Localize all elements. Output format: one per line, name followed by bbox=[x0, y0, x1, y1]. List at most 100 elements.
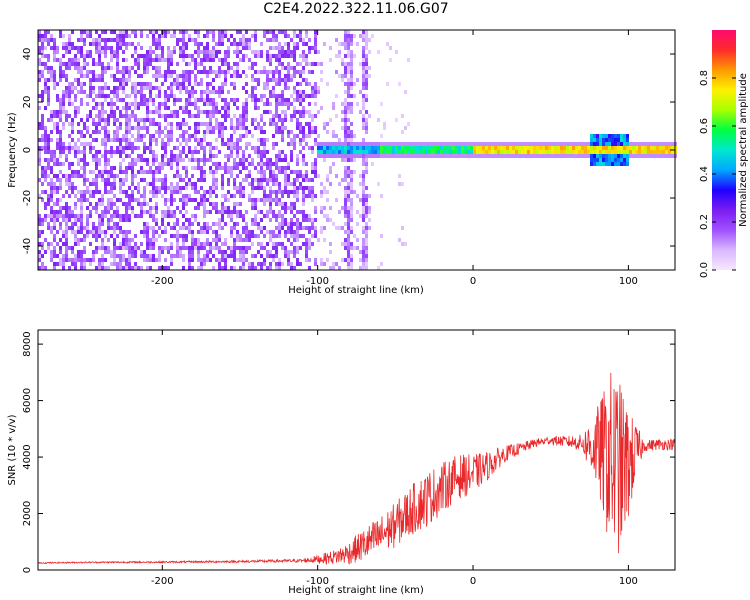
spectrogram-cell bbox=[44, 214, 47, 218]
spectrogram-cell bbox=[308, 70, 311, 74]
spectrogram-cell bbox=[125, 146, 128, 150]
spectrogram-cell bbox=[467, 142, 470, 146]
spectrogram-cell bbox=[320, 262, 323, 266]
spectrogram-cell bbox=[218, 74, 221, 78]
spectrogram-cell bbox=[287, 254, 290, 258]
spectrogram-cell bbox=[164, 246, 167, 250]
spectrogram-cell bbox=[260, 266, 263, 270]
spectrogram-cell bbox=[107, 134, 110, 138]
spectrogram-cell bbox=[320, 78, 323, 82]
spectrogram-cell bbox=[275, 234, 278, 238]
spectrogram-cell bbox=[224, 102, 227, 106]
spectrogram-cell bbox=[545, 142, 548, 146]
spectrogram-cell bbox=[233, 186, 236, 190]
spectrogram-cell bbox=[149, 58, 152, 62]
spectrogram-cell bbox=[62, 94, 65, 98]
spectrogram-cell bbox=[350, 62, 353, 66]
spectrogram-cell bbox=[242, 266, 245, 270]
spectrogram-cell bbox=[311, 234, 314, 238]
spectrogram-cell bbox=[41, 138, 44, 142]
spectrogram-cell bbox=[233, 98, 236, 102]
spectrogram-cell bbox=[245, 166, 248, 170]
spectrogram-cell bbox=[602, 146, 605, 150]
spectrogram-cell bbox=[176, 186, 179, 190]
spectrogram-cell bbox=[635, 146, 638, 150]
spectrogram-cell bbox=[311, 150, 314, 154]
spectrogram-cell bbox=[242, 134, 245, 138]
spectrogram-cell bbox=[83, 38, 86, 42]
spectrogram-cell bbox=[302, 178, 305, 182]
spectrogram-cell bbox=[320, 146, 323, 150]
spectrogram-cell bbox=[128, 218, 131, 222]
spectrogram-cell bbox=[68, 182, 71, 186]
spectrogram-cell bbox=[362, 186, 365, 190]
spectrogram-cell bbox=[335, 94, 338, 98]
spectrogram-cell bbox=[365, 202, 368, 206]
spectrogram-cell bbox=[131, 66, 134, 70]
spectrogram-cell bbox=[116, 50, 119, 54]
spectrogram-cell bbox=[167, 106, 170, 110]
spectrogram-cell bbox=[281, 102, 284, 106]
spectrogram-cell bbox=[128, 106, 131, 110]
spectrogram-cell bbox=[41, 254, 44, 258]
spectrogram-cell bbox=[104, 86, 107, 90]
spectrogram-cell bbox=[407, 146, 410, 150]
spectrogram-cell bbox=[362, 94, 365, 98]
spectrogram-cell bbox=[266, 182, 269, 186]
spectrogram-cell bbox=[599, 150, 602, 154]
spectrogram-cell bbox=[248, 230, 251, 234]
spectrogram-cell bbox=[116, 38, 119, 42]
spectrogram-cell bbox=[104, 130, 107, 134]
spectrogram-cell bbox=[188, 114, 191, 118]
spectrogram-cell bbox=[362, 190, 365, 194]
spectrogram-cell bbox=[356, 42, 359, 46]
spectrogram-cell bbox=[338, 266, 341, 270]
spectrogram-cell bbox=[455, 150, 458, 154]
spectrogram-cell bbox=[101, 254, 104, 258]
colorbar-label: Normalized spectral amplitude bbox=[738, 73, 749, 227]
spectrogram-cell bbox=[314, 138, 317, 142]
spectrogram-cell bbox=[212, 70, 215, 74]
spectrogram-cell bbox=[350, 74, 353, 78]
spectrogram-cell bbox=[332, 266, 335, 270]
spectrogram-cell bbox=[410, 142, 413, 146]
spectrogram-cell bbox=[668, 146, 671, 150]
spectrogram-cell bbox=[251, 190, 254, 194]
spectrogram-cell bbox=[215, 178, 218, 182]
spectrogram-cell bbox=[212, 38, 215, 42]
spectrogram-cell bbox=[347, 90, 350, 94]
spectrogram-cell bbox=[368, 154, 371, 158]
spectrogram-cell bbox=[116, 234, 119, 238]
spectrogram-cell bbox=[110, 98, 113, 102]
spectrogram-cell bbox=[431, 146, 434, 150]
spectrogram-cell bbox=[314, 86, 317, 90]
spectrogram-cell bbox=[362, 54, 365, 58]
spectrogram-cell bbox=[302, 94, 305, 98]
spectrogram-cell bbox=[92, 170, 95, 174]
spectrogram-cell bbox=[89, 94, 92, 98]
spectrogram-cell bbox=[347, 142, 350, 146]
spectrogram-cell bbox=[299, 174, 302, 178]
spectrogram-cell bbox=[368, 194, 371, 198]
spectrogram-cell bbox=[206, 98, 209, 102]
spectrogram-cell bbox=[320, 142, 323, 146]
spectrogram-cell bbox=[110, 214, 113, 218]
spectrogram-cell bbox=[119, 46, 122, 50]
spectrogram-cell bbox=[74, 174, 77, 178]
spectrogram-cell bbox=[383, 122, 386, 126]
spectrogram-cell bbox=[116, 206, 119, 210]
spectrogram-cell bbox=[98, 94, 101, 98]
spectrogram-cell bbox=[248, 234, 251, 238]
spectrogram-cell bbox=[617, 142, 620, 146]
spectrogram-cell bbox=[389, 150, 392, 154]
spectrogram-cell bbox=[98, 114, 101, 118]
spectrogram-cell bbox=[380, 154, 383, 158]
spectrogram-cell bbox=[59, 98, 62, 102]
spectrogram-cell bbox=[59, 250, 62, 254]
spectrogram-cell bbox=[515, 146, 518, 150]
spectrogram-cell bbox=[122, 242, 125, 246]
spectrogram-cell bbox=[326, 218, 329, 222]
spectrogram-cell bbox=[284, 210, 287, 214]
spectrogram-cell bbox=[116, 198, 119, 202]
